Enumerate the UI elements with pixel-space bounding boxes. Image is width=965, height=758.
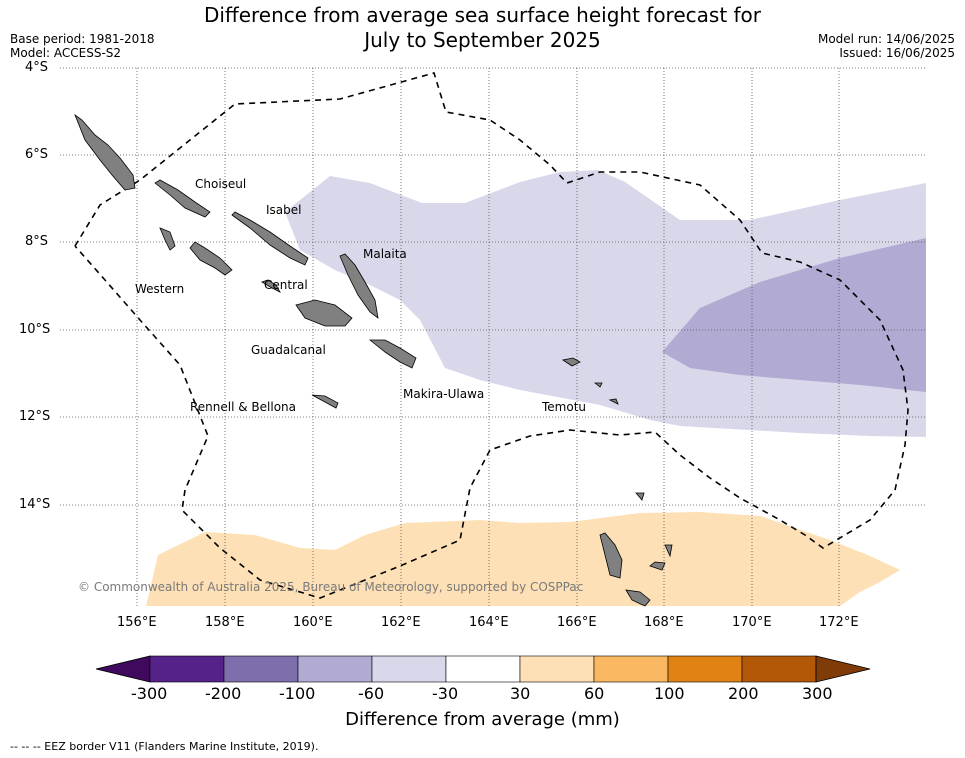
colorbar-tick: -200 <box>205 684 242 703</box>
lon-label: 160°E <box>293 615 333 630</box>
colorbar-bin-8 <box>667 655 743 683</box>
island-isabel <box>231 211 309 266</box>
region-label-central: Central <box>264 278 308 292</box>
lon-label: 168°E <box>644 615 684 630</box>
island-small-3 <box>635 492 645 501</box>
lat-label: 14°S <box>19 497 51 512</box>
colorbar-bin-3 <box>297 655 373 683</box>
colorbar-tick: -300 <box>131 684 168 703</box>
lat-label: 12°S <box>19 409 51 424</box>
island-vanuatu-3 <box>649 561 666 571</box>
island-guadalcanal <box>295 299 353 327</box>
colorbar-tick: 60 <box>584 684 605 703</box>
colorbar-extend-high <box>815 655 871 683</box>
colorbar-tick: 100 <box>654 684 685 703</box>
lon-label: 172°E <box>819 615 859 630</box>
island-choiseul <box>74 113 136 191</box>
island-makira <box>368 339 417 369</box>
legend-title: Difference from average (mm) <box>345 709 620 730</box>
island-vanuatu-2 <box>625 589 651 607</box>
region-label-western: Western <box>135 282 185 296</box>
islands <box>74 113 673 607</box>
colorbar-bin-5 <box>445 655 521 683</box>
region-label-rennell-bellona: Rennell & Bellona <box>190 400 297 414</box>
lat-label: 6°S <box>25 147 49 162</box>
island-temotu-1 <box>561 357 581 367</box>
island-small-2 <box>608 398 619 405</box>
island-western-1 <box>154 179 211 218</box>
lon-label: 164°E <box>469 615 509 630</box>
colorbar-extend-low <box>95 655 151 683</box>
meta-right: Model run: 14/06/2025 Issued: 16/06/2025 <box>818 32 955 60</box>
island-vanuatu-1 <box>599 532 623 579</box>
anomaly-region-pos-small <box>146 512 900 606</box>
island-malaita <box>339 253 379 319</box>
island-rennell <box>311 394 339 409</box>
region-label-isabel: Isabel <box>266 203 302 217</box>
colorbar-bin-9 <box>741 655 817 683</box>
colorbar-bin-2 <box>223 655 299 683</box>
lat-label: 10°S <box>19 322 51 337</box>
region-label-makira-ulawa: Makira-Ulawa <box>403 387 485 401</box>
anomaly-region-neg-mid <box>662 238 926 392</box>
colorbar-tick: -100 <box>279 684 316 703</box>
model-run: Model run: 14/06/2025 <box>817 32 955 46</box>
title-line-1: Difference from average sea surface heig… <box>203 3 762 27</box>
lon-label: 162°E <box>381 615 421 630</box>
island-western-3 <box>159 227 176 251</box>
island-small-4 <box>664 544 673 558</box>
graticule <box>60 67 926 606</box>
region-label-temotu: Temotu <box>542 400 587 414</box>
eez-note: -- -- -- EEZ border V11 (Flanders Marine… <box>10 740 319 753</box>
colorbar-bin-7 <box>593 655 669 683</box>
lon-label: 170°E <box>732 615 772 630</box>
colorbar-tick: 30 <box>510 684 531 703</box>
eez-border <box>74 72 909 599</box>
colorbar-bin-4 <box>371 655 447 683</box>
page-title: Difference from average sea surface heig… <box>0 3 965 53</box>
colorbar-bin-1 <box>149 655 225 683</box>
colorbar-tick: -30 <box>432 684 459 703</box>
lon-label: 156°E <box>117 615 157 630</box>
region-label-choiseul: Choiseul <box>195 177 247 191</box>
base-period: Base period: 1981-2018 <box>10 32 155 46</box>
colorbar-tick: 200 <box>728 684 759 703</box>
colorbar <box>95 655 871 683</box>
lon-label: 158°E <box>205 615 245 630</box>
copyright-note: © Commonwealth of Australia 2025, Bureau… <box>78 580 584 594</box>
model-name: Model: ACCESS-S2 <box>10 46 122 60</box>
colorbar-tick: 300 <box>802 684 833 703</box>
issued-date: Issued: 16/06/2025 <box>839 46 955 60</box>
colorbar-bin-6 <box>519 655 595 683</box>
meta-left: Base period: 1981-2018 Model: ACCESS-S2 <box>10 32 155 60</box>
island-western-2 <box>189 241 233 276</box>
colorbar-tick: -60 <box>358 684 385 703</box>
island-central <box>261 279 282 293</box>
lat-label: 8°S <box>25 234 49 249</box>
region-label-malaita: Malaita <box>363 247 407 261</box>
title-line-2: July to September 2025 <box>364 28 601 52</box>
island-small-1 <box>593 382 603 388</box>
region-label-guadalcanal: Guadalcanal <box>251 343 326 357</box>
lon-label: 166°E <box>557 615 597 630</box>
lat-label: 4°S <box>25 60 49 75</box>
